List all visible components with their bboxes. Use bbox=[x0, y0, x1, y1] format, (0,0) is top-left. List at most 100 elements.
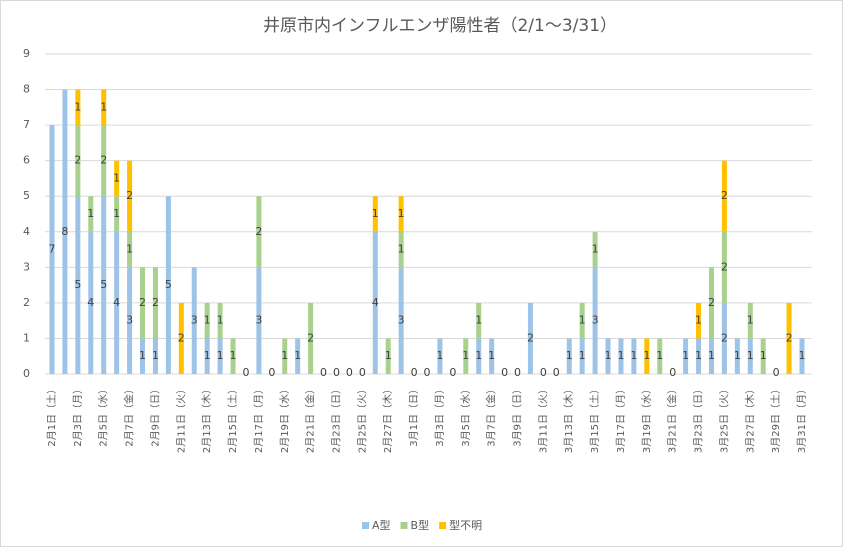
bar-segment bbox=[721, 302, 727, 374]
legend-swatch bbox=[439, 522, 447, 529]
data-label: 3 bbox=[126, 314, 133, 327]
bar-segment bbox=[605, 338, 611, 374]
data-label: 0 bbox=[553, 366, 560, 379]
legend-label: 型不明 bbox=[449, 518, 482, 532]
bar-segment bbox=[165, 196, 171, 374]
data-label: 2 bbox=[721, 331, 728, 344]
x-tick-label: 2月9日（日） bbox=[149, 384, 161, 447]
bar-segment bbox=[140, 267, 146, 339]
bar-segment bbox=[114, 196, 120, 232]
x-tick-label: 3月25日（火） bbox=[718, 384, 730, 453]
data-label: 0 bbox=[501, 366, 508, 379]
x-tick-label: 2月1日（土） bbox=[45, 384, 58, 447]
y-tick-label: 6 bbox=[23, 154, 30, 167]
data-label: 1 bbox=[475, 349, 482, 362]
x-tick-label: 3月17日（月） bbox=[615, 384, 627, 453]
x-tick-label: 2月21日（金） bbox=[304, 384, 317, 453]
data-label: 1 bbox=[592, 243, 599, 256]
data-label: 0 bbox=[242, 366, 249, 379]
bar-segment bbox=[75, 196, 81, 374]
data-label: 0 bbox=[514, 366, 521, 379]
legend-swatch bbox=[362, 522, 369, 529]
data-label: 2 bbox=[307, 331, 314, 344]
data-label: 1 bbox=[617, 349, 624, 362]
data-label: 1 bbox=[74, 100, 81, 113]
x-tick-label: 2月19日（水） bbox=[279, 384, 291, 453]
bar-segment bbox=[62, 89, 68, 375]
data-label: 1 bbox=[682, 349, 689, 362]
bar-segment bbox=[696, 302, 702, 339]
bar-segment bbox=[230, 338, 236, 374]
data-label: 0 bbox=[424, 366, 431, 379]
data-label: 1 bbox=[747, 349, 754, 362]
x-tick-label: 2月25日（火） bbox=[356, 384, 368, 453]
bar-segment bbox=[657, 338, 663, 374]
bar-segment bbox=[114, 231, 120, 374]
bar-segment bbox=[140, 338, 146, 374]
data-label: 0 bbox=[411, 366, 418, 379]
bar-segment bbox=[566, 338, 572, 374]
data-label: 2 bbox=[178, 331, 185, 344]
data-label: 0 bbox=[773, 366, 780, 379]
y-tick-label: 1 bbox=[23, 331, 30, 344]
chart-title: 井原市内インフルエンザ陽性者（2/1～3/31） bbox=[263, 16, 617, 36]
bar-segment bbox=[398, 231, 404, 268]
data-label: 1 bbox=[760, 349, 767, 362]
x-tick-label: 2月13日（木） bbox=[201, 384, 213, 453]
bar-segment bbox=[760, 338, 766, 374]
y-tick-label: 2 bbox=[23, 296, 30, 309]
data-label: 3 bbox=[255, 314, 262, 327]
data-label: 4 bbox=[113, 296, 120, 309]
x-tick-label: 3月1日（日） bbox=[408, 384, 420, 447]
bar-segment bbox=[372, 196, 378, 232]
bar-segment bbox=[101, 89, 107, 126]
data-label: 1 bbox=[113, 207, 120, 220]
bar-segment bbox=[683, 338, 689, 374]
data-label: 1 bbox=[579, 314, 586, 327]
data-label: 1 bbox=[488, 349, 495, 362]
data-label: 0 bbox=[346, 366, 353, 379]
data-label: 1 bbox=[799, 349, 806, 362]
data-label: 1 bbox=[217, 349, 224, 362]
bar-segment bbox=[476, 302, 482, 339]
x-tick-label: 3月19日（水） bbox=[641, 384, 653, 453]
bar-segment bbox=[721, 160, 727, 232]
data-label: 1 bbox=[708, 349, 715, 362]
bar-segment bbox=[618, 338, 624, 374]
y-tick-label: 7 bbox=[23, 118, 30, 131]
y-tick-label: 3 bbox=[23, 260, 30, 273]
x-tick-label: 3月5日（水） bbox=[460, 384, 472, 447]
x-tick-label: 3月13日（木） bbox=[563, 384, 575, 453]
data-label: 1 bbox=[695, 349, 702, 362]
bar-segment bbox=[256, 267, 262, 374]
bar-segment bbox=[204, 338, 210, 374]
x-tick-label: 3月27日（木） bbox=[744, 384, 756, 453]
data-label: 2 bbox=[255, 225, 262, 238]
bar-segment bbox=[747, 302, 753, 339]
y-tick-label: 0 bbox=[23, 367, 30, 380]
bar-segment bbox=[88, 196, 94, 232]
data-label: 4 bbox=[87, 296, 94, 309]
bar-segment bbox=[385, 338, 391, 374]
data-label: 1 bbox=[630, 349, 637, 362]
x-tick-label: 3月29日（土） bbox=[769, 384, 782, 453]
bar-segment bbox=[282, 338, 288, 374]
bar-segment bbox=[49, 125, 55, 374]
data-label: 7 bbox=[49, 243, 56, 256]
data-label: 4 bbox=[372, 296, 379, 309]
data-label: 2 bbox=[527, 331, 534, 344]
data-label: 1 bbox=[100, 100, 107, 113]
x-tick-label: 3月31日（月） bbox=[796, 384, 808, 453]
data-label: 2 bbox=[126, 189, 133, 202]
bar-segment bbox=[398, 196, 404, 232]
bar-segment bbox=[217, 338, 223, 374]
y-tick-label: 5 bbox=[23, 189, 30, 202]
bar-segment bbox=[152, 267, 158, 339]
y-tick-label: 4 bbox=[23, 225, 30, 238]
bar-segment bbox=[592, 267, 598, 374]
bar-segment bbox=[295, 338, 301, 374]
bar-segment bbox=[579, 338, 585, 374]
bar-segment bbox=[114, 160, 120, 197]
